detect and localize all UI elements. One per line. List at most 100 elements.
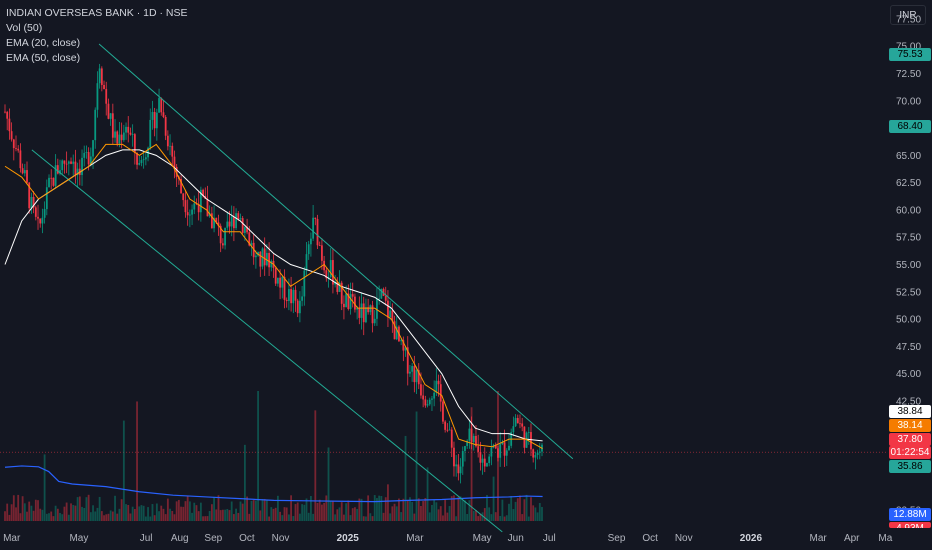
volume-bar xyxy=(461,500,464,521)
volume-bar xyxy=(263,498,266,521)
volume-bar xyxy=(182,506,185,521)
symbol-title[interactable]: INDIAN OVERSEAS BANK · 1D · NSE xyxy=(6,7,188,19)
candle-body xyxy=(250,242,253,246)
volume-bar xyxy=(129,513,132,521)
volume-bar xyxy=(63,506,66,521)
candle-body xyxy=(285,299,288,302)
candle-body xyxy=(466,440,469,447)
volume-bar xyxy=(433,499,436,521)
volume-bar xyxy=(197,511,200,521)
volume-bar xyxy=(389,513,392,521)
channel-price-label: 35.86 xyxy=(889,460,931,473)
volume-ma-path xyxy=(4,465,543,503)
volume-bar xyxy=(362,516,365,521)
volume-bar xyxy=(56,508,59,521)
volume-bar xyxy=(409,497,411,521)
candle-body xyxy=(514,418,517,427)
volume-bar xyxy=(338,507,341,521)
candle-body xyxy=(202,189,204,197)
x-tick-label: 2025 xyxy=(337,533,360,544)
candle-body xyxy=(92,140,94,157)
volume-bar xyxy=(248,513,251,521)
x-tick-label: May xyxy=(69,533,88,544)
y-tick-label: 47.50 xyxy=(896,342,921,353)
volume-bar xyxy=(17,494,20,521)
marker-price-label: 68.40 xyxy=(889,120,931,133)
candle-body xyxy=(459,466,462,474)
volume-bar xyxy=(21,496,24,521)
volume-bar xyxy=(243,444,246,521)
vol-indicator-label[interactable]: Vol (50) xyxy=(6,22,43,34)
volume-bar xyxy=(525,494,528,521)
candle-body xyxy=(301,296,304,301)
volume-bar xyxy=(131,506,134,521)
volume-bar xyxy=(48,513,50,521)
candle-body xyxy=(182,193,185,201)
candle-body xyxy=(329,260,332,277)
currency-button[interactable]: INR xyxy=(890,5,926,25)
ema50-indicator-label[interactable]: EMA (50, close) xyxy=(6,52,81,64)
x-tick-label: Oct xyxy=(642,533,658,544)
volume-bar xyxy=(246,496,248,521)
candle-body xyxy=(219,225,222,244)
candle-body xyxy=(70,161,72,164)
volume-bar xyxy=(360,498,363,521)
volume-bar xyxy=(435,502,438,521)
candle-body xyxy=(138,163,141,165)
candle-body xyxy=(34,207,37,217)
volume-bar xyxy=(81,506,83,521)
volume-bar xyxy=(503,516,506,521)
volume-bar xyxy=(166,498,169,521)
candle-body xyxy=(455,464,458,467)
volume-bar xyxy=(343,514,345,521)
volume-bar xyxy=(510,496,513,521)
volume-bar xyxy=(424,498,427,521)
volume-bar xyxy=(257,391,259,521)
volume-bar xyxy=(127,504,130,521)
vol-ma-label: 12.88M xyxy=(889,508,931,521)
candle-body xyxy=(435,380,438,393)
candle-body xyxy=(164,116,167,136)
candle-body xyxy=(243,227,246,233)
candle-body xyxy=(21,168,24,174)
candle-body xyxy=(59,170,61,174)
volume-bar xyxy=(12,495,15,521)
candle-body xyxy=(305,254,308,271)
candle-body xyxy=(499,444,502,458)
ema20-indicator-label[interactable]: EMA (20, close) xyxy=(6,37,81,49)
candle-body xyxy=(360,303,363,318)
y-tick-label: 45.00 xyxy=(896,369,921,380)
candle-body xyxy=(129,132,132,135)
candle-body xyxy=(417,370,420,385)
candle-body xyxy=(100,68,103,85)
volume-bar xyxy=(371,516,374,521)
volume-bar xyxy=(354,507,356,521)
volume-bar xyxy=(206,516,209,521)
volume-bar xyxy=(527,516,530,521)
volume-bar xyxy=(8,514,11,521)
candle-body xyxy=(160,98,163,113)
volume-bar xyxy=(268,516,270,521)
y-tick-label: 75.00 xyxy=(896,42,921,53)
y-tick-label: 60.00 xyxy=(896,205,921,216)
volume-bar xyxy=(221,509,224,521)
volume-bar xyxy=(356,508,359,521)
volume-bar xyxy=(118,508,121,521)
x-tick-label: Mar xyxy=(3,533,21,544)
volume-bar xyxy=(334,514,337,521)
candle-body xyxy=(210,213,213,229)
volume-bar xyxy=(109,510,112,521)
candle-body xyxy=(290,289,293,304)
volume-bar xyxy=(15,507,17,521)
volume-bar xyxy=(420,505,422,521)
volume-bar xyxy=(120,499,123,521)
candle-body xyxy=(516,418,519,424)
candle-body xyxy=(224,227,226,246)
volume-bar xyxy=(191,512,193,521)
candle-body xyxy=(74,161,77,175)
candle-body xyxy=(468,428,471,441)
candle-body xyxy=(336,281,339,292)
volume-bar xyxy=(323,502,326,521)
volume-bar xyxy=(444,499,447,521)
